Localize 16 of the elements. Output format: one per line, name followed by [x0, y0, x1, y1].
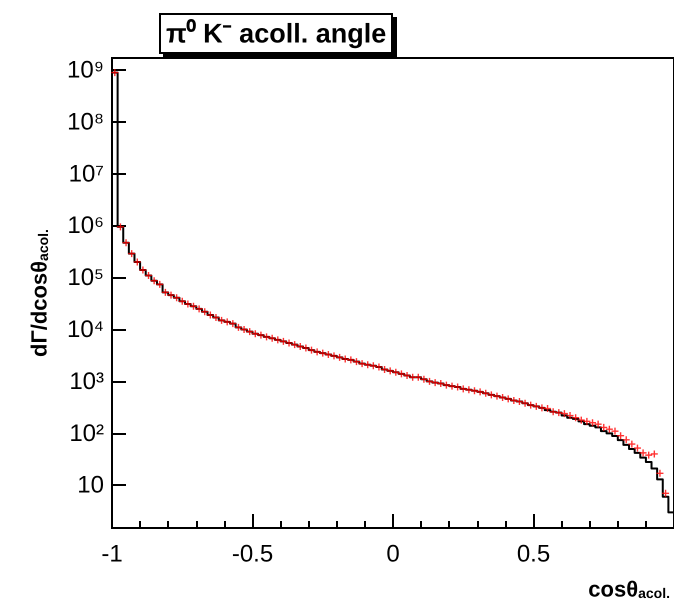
x-axis-title: cosθacol. [588, 576, 670, 602]
y-tick-label: 10⁹ [67, 56, 104, 84]
x-tick-label: -0.5 [232, 540, 274, 568]
y-tick-label: 10⁷ [68, 160, 104, 188]
y-tick-label: 10³ [69, 368, 104, 395]
y-tick-label: 10⁶ [67, 212, 104, 240]
x-tick-label: -1 [101, 540, 123, 568]
x-tick-label: 0 [386, 540, 400, 568]
y-tick-label: 10⁸ [67, 108, 104, 136]
x-tick-label: 0.5 [516, 540, 550, 568]
chart-title: π⁰ K⁻ acoll. angle [166, 18, 386, 48]
y-tick-label: 10⁴ [66, 316, 104, 344]
y-tick-label: 10⁵ [67, 264, 104, 292]
y-axis-title: dΓ/dcosθacol. [26, 229, 52, 357]
y-tick-label: 10² [69, 420, 104, 447]
y-tick-label: 10 [77, 472, 104, 499]
